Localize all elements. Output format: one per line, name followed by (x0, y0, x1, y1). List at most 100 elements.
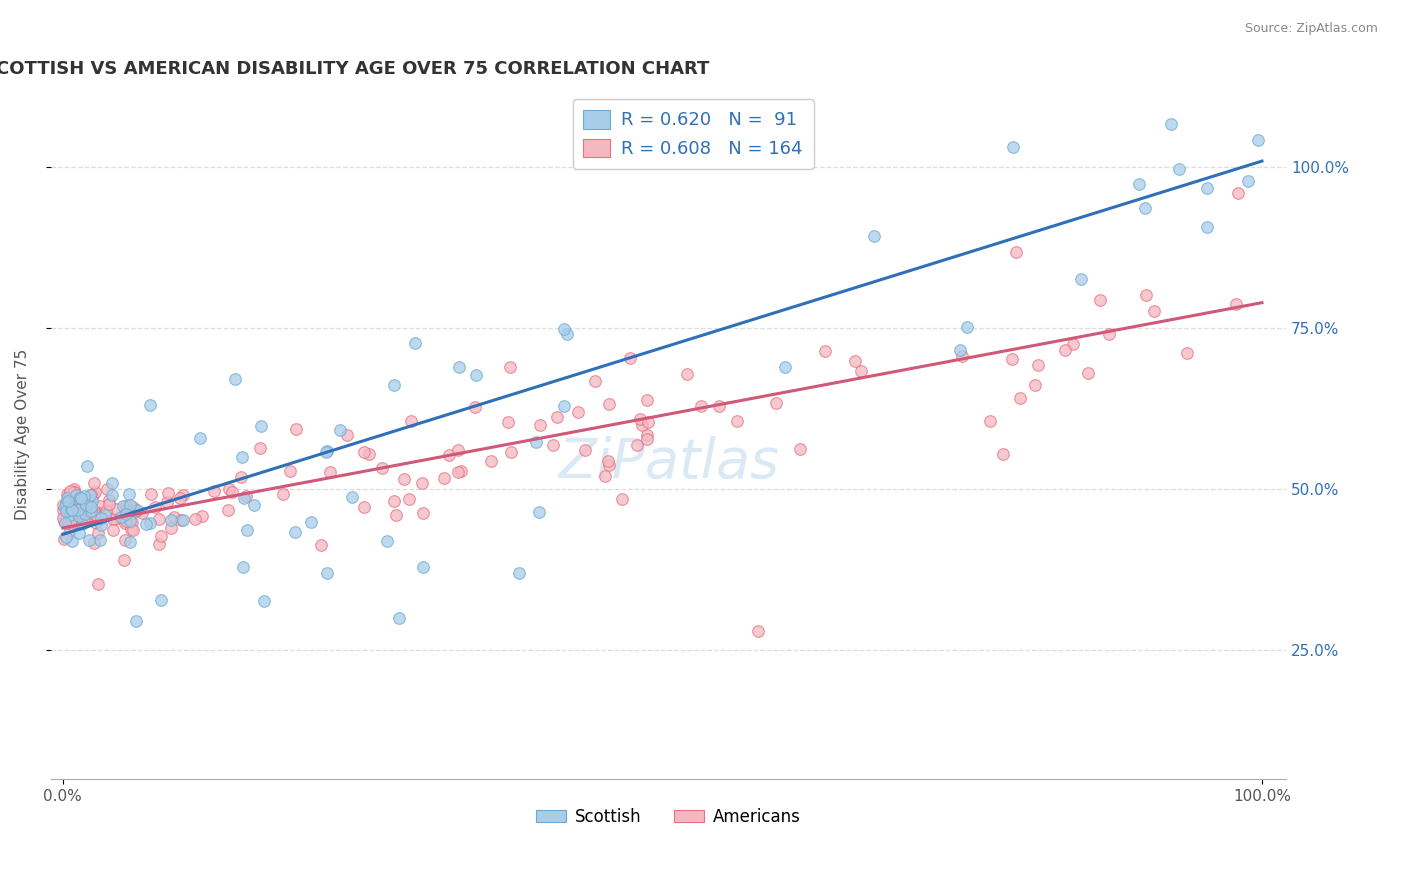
Point (498, 415, 520, 429)
Point (371, 461, 394, 475)
Point (253, 593, 276, 607)
Point (125, 615, 148, 629)
Point (114, 507, 136, 521)
Point (271, 487, 294, 501)
Point (139, 516, 162, 530)
Point (232, 491, 254, 505)
Point (1135, 287, 1157, 301)
Point (598, 458, 620, 473)
Point (375, 533, 398, 548)
Point (149, 528, 172, 542)
Point (1001, 352, 1024, 367)
Point (125, 504, 148, 518)
Point (69, 491, 91, 505)
Point (359, 446, 381, 460)
Point (84, 484, 107, 499)
Point (83, 535, 105, 549)
Point (67, 508, 90, 523)
Point (232, 559, 254, 574)
Point (353, 500, 375, 514)
Point (1195, 219, 1218, 234)
Point (83, 507, 105, 521)
Point (527, 505, 550, 519)
Point (148, 537, 170, 551)
Point (1010, 391, 1032, 405)
Point (524, 434, 547, 449)
Y-axis label: Disability Age Over 75: Disability Age Over 75 (15, 349, 30, 520)
Point (437, 448, 460, 462)
Point (1062, 337, 1084, 351)
Point (709, 399, 731, 413)
Point (101, 488, 124, 502)
Point (1160, 117, 1182, 131)
Point (411, 475, 433, 490)
Point (104, 511, 127, 525)
Point (122, 523, 145, 537)
Point (464, 368, 486, 382)
Point (72, 504, 94, 518)
Point (863, 229, 886, 244)
Point (979, 414, 1001, 428)
Point (101, 476, 124, 491)
Point (284, 525, 307, 540)
Point (619, 351, 641, 365)
Point (63, 511, 86, 525)
Point (387, 611, 409, 625)
Point (53, 532, 76, 546)
Point (59, 508, 82, 522)
Point (80, 503, 103, 517)
Point (143, 500, 166, 515)
Point (159, 520, 181, 534)
Point (1167, 162, 1189, 177)
Point (299, 515, 322, 529)
Point (675, 368, 697, 382)
Point (814, 344, 837, 359)
Point (315, 566, 337, 580)
Point (148, 512, 170, 526)
Point (689, 399, 711, 413)
Point (849, 363, 872, 377)
Point (170, 513, 193, 527)
Point (114, 516, 136, 530)
Point (598, 397, 620, 411)
Point (191, 508, 214, 523)
Point (172, 513, 194, 527)
Point (52, 498, 75, 512)
Point (75, 499, 97, 513)
Point (80, 487, 103, 501)
Point (114, 514, 136, 528)
Point (725, 414, 748, 428)
Point (53, 516, 76, 530)
Point (956, 319, 979, 334)
Point (115, 503, 138, 517)
Point (610, 491, 633, 506)
Point (401, 414, 423, 428)
Point (1225, 297, 1247, 311)
Point (447, 443, 470, 458)
Point (90, 517, 112, 532)
Point (83, 476, 105, 491)
Point (121, 515, 143, 529)
Point (114, 553, 136, 567)
Point (59, 496, 82, 510)
Point (63, 484, 86, 499)
Point (52, 514, 75, 528)
Point (318, 465, 340, 479)
Point (59, 512, 82, 526)
Point (139, 398, 162, 412)
Point (65, 488, 87, 502)
Point (235, 489, 257, 503)
Point (412, 506, 434, 520)
Point (79, 498, 101, 512)
Point (224, 372, 246, 386)
Point (1053, 343, 1076, 358)
Point (340, 490, 363, 504)
Point (56, 487, 79, 501)
Point (950, 349, 973, 363)
Point (432, 471, 454, 485)
Point (77, 500, 100, 515)
Point (118, 534, 141, 549)
Point (789, 442, 811, 456)
Point (82, 488, 104, 502)
Point (450, 464, 472, 478)
